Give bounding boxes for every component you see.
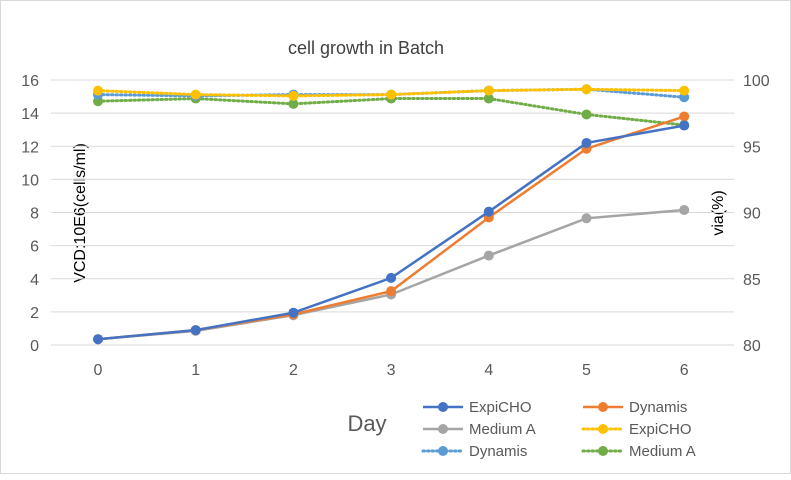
data-point <box>288 307 299 318</box>
legend-marker <box>438 402 448 412</box>
legend-marker <box>438 424 448 434</box>
data-point <box>483 206 494 217</box>
x-tick-label: 5 <box>582 362 591 379</box>
x-tick-label: 1 <box>191 362 200 379</box>
x-tick-label: 6 <box>680 362 689 379</box>
y-tick-label: 6 <box>30 239 39 256</box>
series-line <box>97 115 685 341</box>
data-point <box>288 90 299 101</box>
data-point <box>483 85 494 96</box>
x-tick-label: 2 <box>289 362 298 379</box>
data-point <box>581 213 592 224</box>
y2-tick-label: 85 <box>743 272 761 289</box>
data-point <box>190 89 201 100</box>
data-point <box>386 272 397 283</box>
y-tick-label: 10 <box>21 172 39 189</box>
y-tick-label: 4 <box>30 272 39 289</box>
x-tick-label: 0 <box>94 362 103 379</box>
data-point <box>386 286 397 297</box>
data-point <box>679 85 690 96</box>
data-point <box>93 85 103 96</box>
data-point <box>679 205 690 216</box>
legend-label: ExpiCHO <box>629 421 692 438</box>
data-point <box>581 109 592 120</box>
y-tick-label: 0 <box>30 338 39 355</box>
y2-tick-label: 95 <box>743 139 761 156</box>
x-tick-label: 3 <box>387 362 396 379</box>
legend-label: ExpiCHO <box>469 399 532 416</box>
data-point <box>581 84 592 95</box>
x-tick-label: 4 <box>484 362 493 379</box>
legend-label: Dynamis <box>629 399 687 416</box>
y-tick-label: 8 <box>30 206 39 223</box>
y2-tick-label: 100 <box>743 73 770 90</box>
legend-marker <box>438 446 448 456</box>
data-point <box>190 325 201 336</box>
legend-marker <box>598 446 608 456</box>
y2-tick-label: 90 <box>743 206 761 223</box>
legend-marker <box>598 402 608 412</box>
data-point <box>679 120 690 131</box>
data-point <box>679 111 690 122</box>
series-line <box>97 124 685 341</box>
x-axis-label: Day <box>347 411 386 436</box>
legend-label: Dynamis <box>469 443 527 460</box>
legend-label: Medium A <box>629 443 696 460</box>
legend-marker <box>598 424 608 434</box>
y-tick-label: 2 <box>30 305 39 322</box>
data-point <box>483 250 494 261</box>
data-point <box>581 137 592 148</box>
data-point <box>386 89 397 100</box>
y2-tick-label: 80 <box>743 338 761 355</box>
data-point <box>93 334 103 345</box>
data-point <box>288 98 299 109</box>
y-tick-label: 16 <box>21 73 39 90</box>
y-tick-label: 14 <box>21 106 39 123</box>
y-tick-label: 12 <box>21 139 39 156</box>
chart-title: cell growth in Batch <box>288 38 444 58</box>
data-point <box>483 93 494 104</box>
legend-label: Medium A <box>469 421 536 438</box>
